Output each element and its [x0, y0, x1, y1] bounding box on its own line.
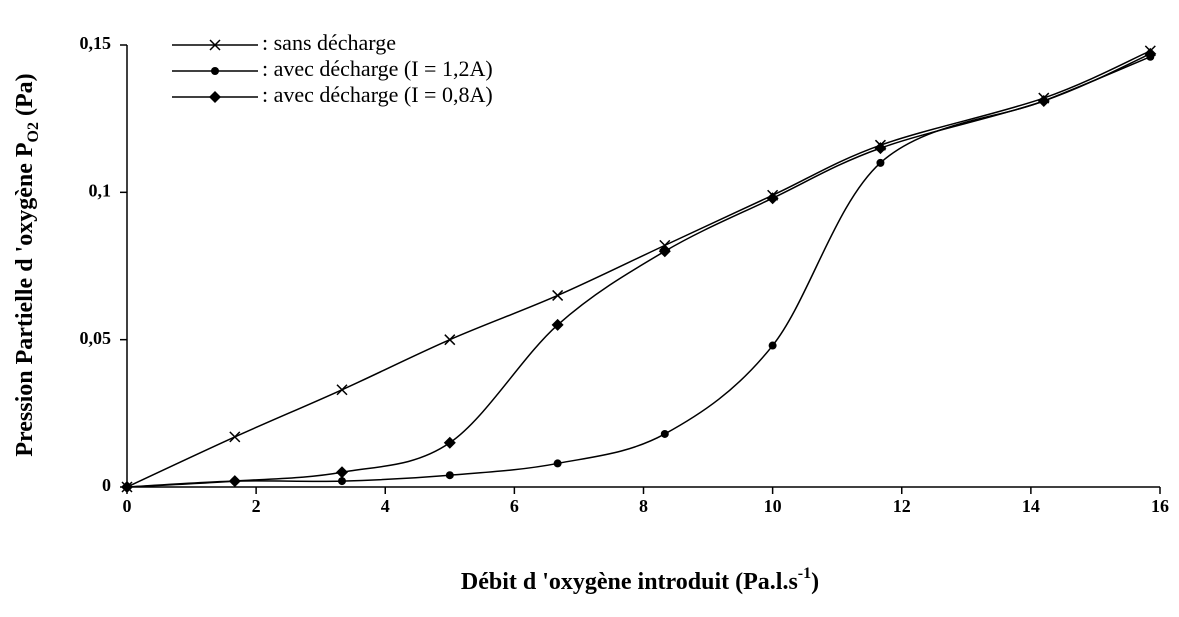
marker	[768, 341, 777, 350]
marker	[1037, 94, 1050, 107]
x-tick-label: 8	[639, 496, 648, 516]
marker	[658, 245, 671, 258]
marker	[660, 429, 669, 438]
x-tick-label: 4	[381, 496, 390, 516]
y-tick-label: 0	[102, 475, 111, 495]
marker	[443, 436, 456, 449]
marker	[876, 158, 885, 167]
marker	[228, 475, 241, 488]
marker	[337, 477, 346, 486]
marker	[121, 481, 133, 493]
legend-label: : avec décharge (I = 1,2A)	[262, 56, 493, 81]
marker	[551, 318, 564, 331]
x-tick-label: 10	[764, 496, 782, 516]
y-axis-label: Pression Partielle d 'oxygène PO2 (Pa)	[12, 73, 42, 456]
marker	[336, 384, 348, 396]
marker	[445, 471, 454, 480]
y-tick-label: 0,15	[80, 33, 112, 53]
y-tick-label: 0,1	[89, 180, 112, 200]
x-tick-label: 6	[510, 496, 519, 516]
x-tick-label: 14	[1022, 496, 1040, 516]
y-tick-label: 0,05	[80, 328, 112, 348]
marker	[874, 142, 887, 155]
legend-marker	[211, 67, 219, 75]
legend-label: : sans décharge	[262, 30, 396, 55]
x-axis-label: Débit d 'oxygène introduit (Pa.l.s-1)	[461, 565, 819, 595]
series-line	[126, 56, 1151, 488]
marker	[444, 334, 456, 346]
marker	[1144, 47, 1157, 60]
legend-marker	[209, 39, 221, 51]
x-tick-label: 12	[893, 496, 911, 516]
x-tick-label: 16	[1151, 496, 1169, 516]
marker	[335, 466, 348, 479]
legend-marker	[209, 91, 221, 103]
marker	[552, 289, 564, 301]
marker	[766, 192, 779, 205]
marker	[553, 459, 562, 468]
series-line	[126, 53, 1151, 488]
x-tick-label: 2	[252, 496, 261, 516]
x-tick-label: 0	[123, 496, 132, 516]
marker	[229, 431, 241, 443]
series-line	[126, 50, 1151, 488]
legend-label: : avec décharge (I = 0,8A)	[262, 82, 493, 107]
